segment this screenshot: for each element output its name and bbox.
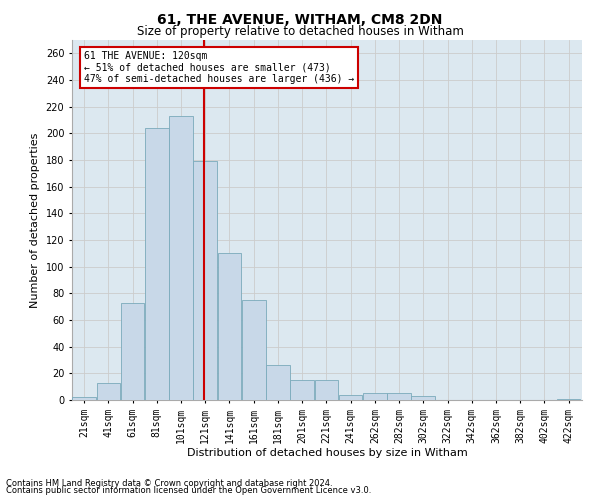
Bar — [97, 382, 120, 400]
Bar — [290, 380, 314, 400]
Bar — [412, 396, 435, 400]
Bar — [314, 380, 338, 400]
Y-axis label: Number of detached properties: Number of detached properties — [30, 132, 40, 308]
Bar — [193, 162, 217, 400]
Text: 61, THE AVENUE, WITHAM, CM8 2DN: 61, THE AVENUE, WITHAM, CM8 2DN — [157, 12, 443, 26]
Text: Size of property relative to detached houses in Witham: Size of property relative to detached ho… — [137, 25, 463, 38]
Text: Contains public sector information licensed under the Open Government Licence v3: Contains public sector information licen… — [6, 486, 371, 495]
Bar — [73, 398, 96, 400]
Bar — [387, 394, 411, 400]
Bar — [339, 394, 362, 400]
X-axis label: Distribution of detached houses by size in Witham: Distribution of detached houses by size … — [187, 448, 467, 458]
Bar — [363, 394, 386, 400]
Bar — [145, 128, 169, 400]
Bar — [266, 366, 290, 400]
Bar — [242, 300, 266, 400]
Bar — [169, 116, 193, 400]
Bar — [218, 254, 241, 400]
Bar — [557, 398, 580, 400]
Bar — [121, 302, 145, 400]
Text: 61 THE AVENUE: 120sqm
← 51% of detached houses are smaller (473)
47% of semi-det: 61 THE AVENUE: 120sqm ← 51% of detached … — [84, 50, 355, 84]
Text: Contains HM Land Registry data © Crown copyright and database right 2024.: Contains HM Land Registry data © Crown c… — [6, 478, 332, 488]
